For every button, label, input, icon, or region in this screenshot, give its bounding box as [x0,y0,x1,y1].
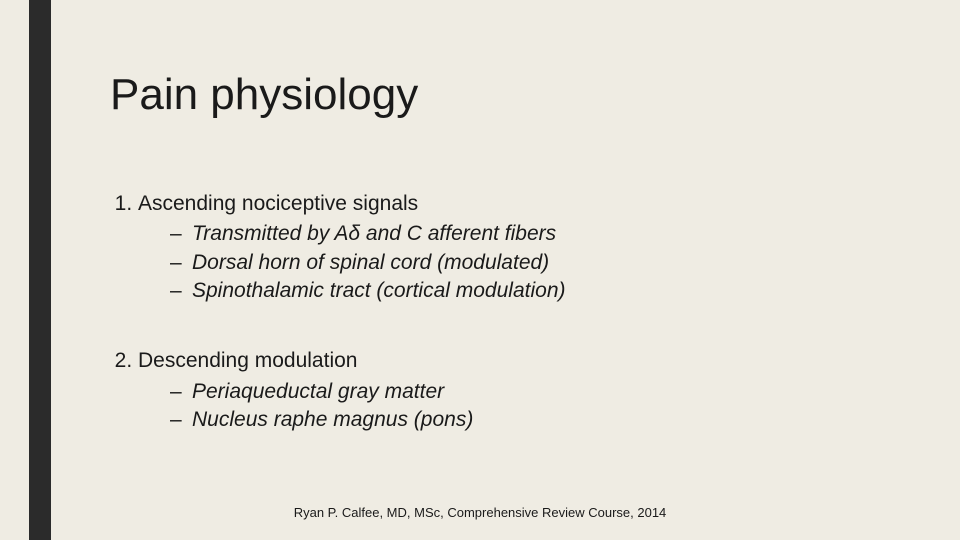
accent-bar [29,0,51,540]
sub-list-item: Periaqueductal gray matter [170,378,890,406]
list-item-label: Descending modulation [138,349,357,372]
outline-list: Ascending nociceptive signals Transmitte… [110,190,890,434]
list-item-label: Ascending nociceptive signals [138,192,418,215]
sub-list-item: Nucleus raphe magnus (pons) [170,406,890,434]
slide-title: Pain physiology [110,70,890,120]
sub-list-item: Transmitted by Aδ and C afferent fibers [170,220,890,248]
slide-content: Pain physiology Ascending nociceptive si… [110,70,890,476]
sub-list: Transmitted by Aδ and C afferent fibers … [138,220,890,305]
sub-list: Periaqueductal gray matter Nucleus raphe… [138,378,890,435]
list-item: Ascending nociceptive signals Transmitte… [138,190,890,305]
footer-citation: Ryan P. Calfee, MD, MSc, Comprehensive R… [0,505,960,520]
sub-list-item: Dorsal horn of spinal cord (modulated) [170,249,890,277]
list-item: Descending modulation Periaqueductal gra… [138,347,890,434]
sub-list-item: Spinothalamic tract (cortical modulation… [170,277,890,305]
